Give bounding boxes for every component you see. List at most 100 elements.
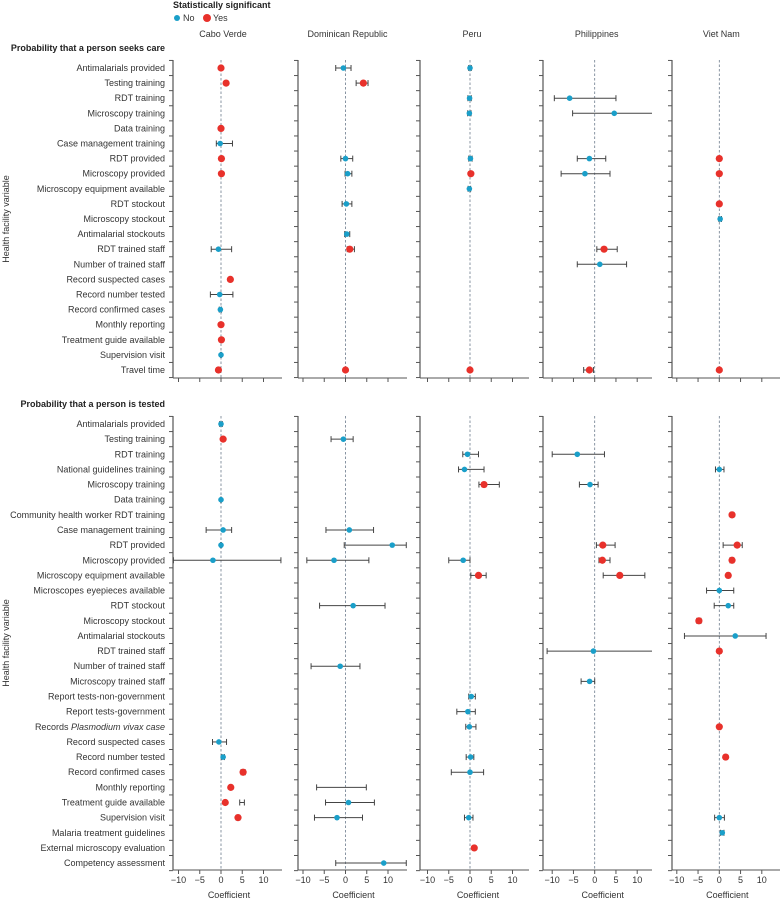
point-not-significant: [466, 95, 473, 101]
point-significant: [480, 480, 488, 489]
estimate-microscopy-equipment-available: [466, 185, 473, 192]
column-header-viet-nam: Viet Nam: [703, 29, 740, 39]
variable-label: Case management training: [57, 139, 165, 149]
variable-label: Supervision visit: [100, 350, 166, 360]
point-not-significant: [340, 436, 347, 442]
variable-label: Monthly reporting: [95, 782, 165, 792]
variable-label: Testing training: [104, 434, 165, 444]
x-tick-label: −10: [171, 875, 186, 885]
point-not-significant: [611, 110, 618, 117]
x-axis-title: Coefficient: [208, 890, 251, 900]
point-not-significant: [719, 829, 726, 836]
point-not-significant: [460, 557, 467, 564]
point-significant: [217, 170, 226, 178]
estimate-travel-time: [715, 366, 723, 374]
estimate-case-management-training: [205, 526, 233, 533]
variable-label: Antimalarial stockouts: [77, 229, 165, 239]
estimate-report-tests-non-government: [468, 693, 476, 700]
point-significant: [226, 275, 234, 283]
variable-label: Competency assessment: [64, 858, 166, 868]
x-tick-label: 10: [632, 875, 642, 885]
panel-title: Probability that a person is tested: [20, 399, 165, 409]
estimate-antimalarial-stockouts: [683, 632, 767, 639]
point-not-significant: [343, 201, 350, 207]
point-not-significant: [586, 678, 593, 685]
variable-label: Malaria treatment guidelines: [52, 828, 166, 838]
point-not-significant: [331, 557, 337, 564]
x-axis-title: Coefficient: [332, 890, 375, 900]
estimate-national-guidelines-training: [458, 466, 485, 473]
x-tick-label: −10: [420, 875, 435, 885]
estimate-rdt-provided: [340, 155, 354, 162]
point-significant: [466, 366, 474, 374]
estimate-microscopy-provided: [728, 556, 736, 564]
panel-philippines: −10 −5 0 5 10 Coefficient: [539, 415, 652, 900]
variable-label: RDT provided: [110, 154, 165, 164]
point-not-significant: [582, 170, 588, 177]
estimate-microscopy-provided: [598, 556, 611, 564]
estimate-rdt-trained-staff: [546, 648, 652, 655]
point-significant: [217, 64, 225, 72]
x-tick-label: 5: [364, 875, 369, 885]
point-significant: [217, 321, 225, 329]
estimate-supervision-visit: [714, 814, 725, 821]
estimate-microscopy-provided: [217, 170, 226, 178]
estimate-record-number-tested: [209, 291, 234, 298]
variable-label: Microscopy provided: [82, 169, 165, 179]
point-significant: [470, 844, 478, 852]
point-not-significant: [566, 95, 573, 101]
estimate-microscopy-training: [478, 480, 500, 489]
point-not-significant: [466, 724, 473, 730]
estimate-records-plasmodium-vivax-case: [465, 723, 477, 730]
estimate-record-suspected-cases: [226, 275, 234, 283]
point-significant: [728, 556, 736, 564]
x-axis-title: Coefficient: [457, 890, 500, 900]
estimate-external-microscopy-evaluation: [470, 844, 478, 852]
point-not-significant: [716, 466, 723, 473]
estimate-rdt-trained-staff: [715, 647, 723, 655]
x-tick-label: 0: [343, 875, 348, 885]
point-not-significant: [217, 140, 223, 147]
estimate-supervision-visit: [234, 814, 242, 822]
point-significant: [214, 366, 223, 374]
estimate-rdt-trained-staff: [210, 246, 233, 253]
estimate-microscopy-trained-staff: [580, 678, 596, 685]
variable-label: Treatment guide available: [62, 335, 165, 345]
panel-title: Probability that a person seeks care: [11, 43, 165, 53]
variable-label: Microscopy training: [87, 108, 165, 118]
point-not-significant: [716, 587, 723, 594]
variable-label: Microscopy equipment available: [37, 570, 165, 580]
variable-label: National guidelines training: [57, 464, 165, 474]
point-not-significant: [461, 466, 468, 473]
estimate-microscopy-provided: [560, 170, 611, 177]
estimate-treatment-guide-available: [221, 798, 245, 807]
estimate-record-number-tested: [465, 754, 475, 761]
legend-label-yes: Yes: [213, 13, 228, 23]
x-tick-label: −10: [669, 875, 684, 885]
estimate-microscopy-equipment-available: [724, 571, 732, 580]
estimate-monthly-reporting: [227, 783, 235, 791]
estimate-rdt-provided: [218, 542, 224, 549]
estimate-testing-training: [222, 79, 230, 87]
point-not-significant: [218, 542, 224, 548]
variable-label: Monthly reporting: [95, 320, 165, 330]
point-significant: [234, 814, 242, 822]
point-not-significant: [344, 170, 351, 177]
estimate-microscopy-provided: [344, 170, 353, 177]
point-not-significant: [216, 739, 222, 745]
variable-label: Number of trained staff: [74, 661, 166, 671]
variable-label: Record number tested: [76, 752, 165, 762]
variable-label-prefix: Records: [35, 722, 71, 732]
estimate-supervision-visit: [313, 814, 363, 821]
estimate-testing-training: [355, 79, 369, 87]
point-not-significant: [343, 231, 350, 237]
point-not-significant: [468, 693, 475, 700]
point-significant: [467, 170, 475, 178]
variable-label: Data training: [114, 123, 165, 133]
variable-label: Community health worker RDT training: [10, 510, 165, 520]
legend: Statistically significant No Yes: [173, 0, 271, 23]
panel-cabo-verde: [169, 59, 282, 382]
variable-label-italic: Plasmodium vivax case: [71, 722, 165, 732]
